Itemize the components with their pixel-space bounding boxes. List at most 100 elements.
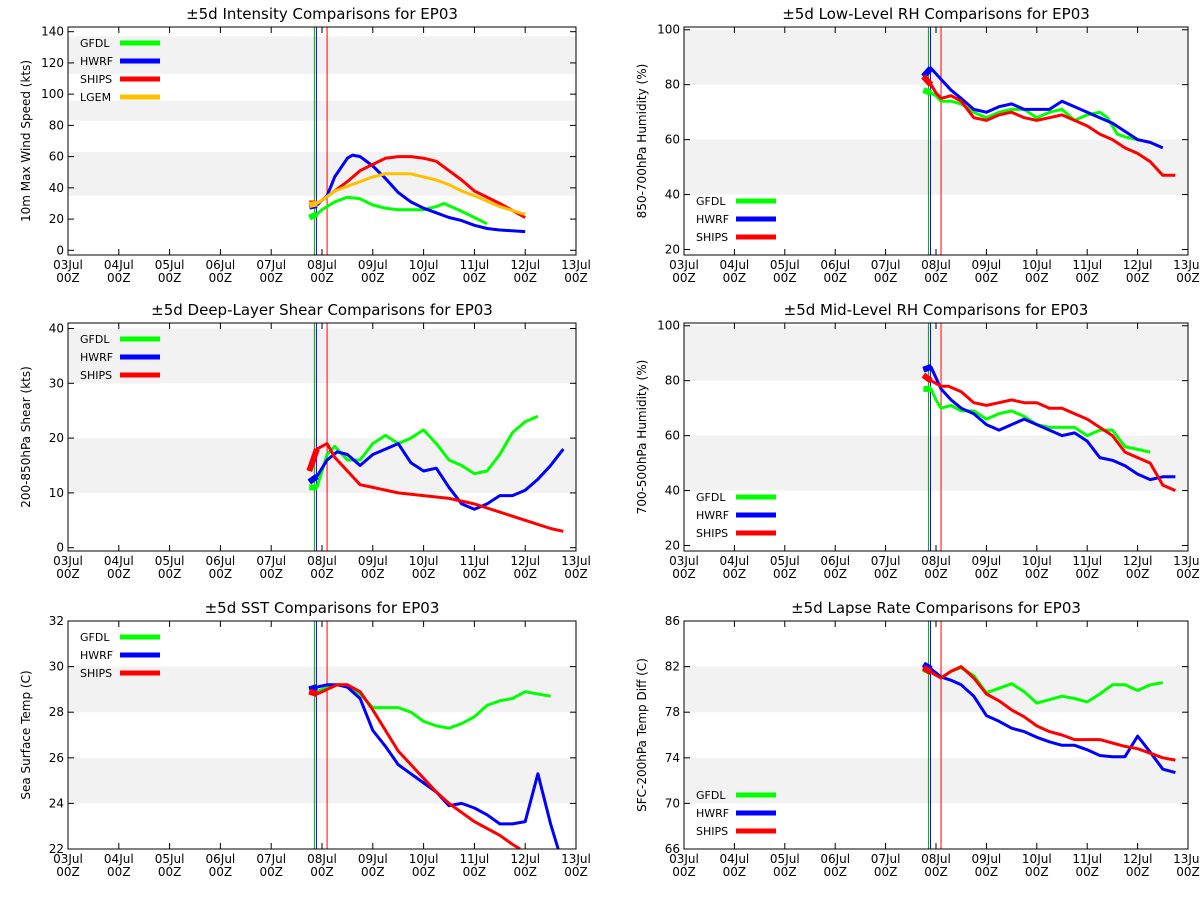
x-tick-label-hour: 00Z <box>259 865 283 879</box>
x-tick-label-hour: 00Z <box>672 865 696 879</box>
series-start-ships <box>921 74 934 87</box>
legend-label-ships: SHIPS <box>80 667 112 680</box>
x-tick-label-day: 13Jul <box>1173 554 1200 568</box>
x-tick-label-day: 11Jul <box>460 852 490 866</box>
y-tick-label: 20 <box>49 212 64 226</box>
x-tick-label-hour: 00Z <box>564 865 588 879</box>
x-tick-label-day: 04Jul <box>104 258 134 272</box>
x-tick-label-day: 06Jul <box>206 554 236 568</box>
y-tick-label: 66 <box>665 842 680 856</box>
legend-label-gfdl: GFDL <box>80 37 110 50</box>
shade-band <box>684 325 1188 381</box>
y-axis-label: Sea Surface Temp (C) <box>19 670 33 799</box>
chart-panel-2: 2040608010003Jul00Z04Jul00Z05Jul00Z06Jul… <box>635 5 1200 285</box>
y-tick-label: 120 <box>41 56 64 70</box>
chart-title: ±5d Mid-Level RH Comparisons for EP03 <box>784 301 1089 319</box>
x-tick-label-hour: 00Z <box>361 271 385 285</box>
chart-panel-4: 2040608010003Jul00Z04Jul00Z05Jul00Z06Jul… <box>635 301 1200 581</box>
x-tick-label-day: 03Jul <box>53 258 83 272</box>
x-tick-label-hour: 00Z <box>672 271 696 285</box>
y-tick-label: 70 <box>665 796 680 810</box>
x-tick-label-hour: 00Z <box>874 865 898 879</box>
x-tick-label-hour: 00Z <box>1025 567 1049 581</box>
x-tick-label-hour: 00Z <box>310 271 334 285</box>
x-tick-label-hour: 00Z <box>412 567 436 581</box>
x-tick-label-hour: 00Z <box>823 567 847 581</box>
y-tick-label: 32 <box>49 614 64 628</box>
x-tick-label-hour: 00Z <box>412 865 436 879</box>
series-start-ships <box>306 448 320 472</box>
y-tick-label: 26 <box>49 751 64 765</box>
y-axis-label: 700-500hPa Humidity (%) <box>635 360 649 515</box>
series-start-lgem <box>308 200 318 208</box>
series-line-hwrf <box>922 365 1176 482</box>
y-tick-label: 60 <box>665 133 680 147</box>
y-tick-label: 80 <box>665 78 680 92</box>
chart-panel-3: 01020304003Jul00Z04Jul00Z05Jul00Z06Jul00… <box>19 301 591 581</box>
chart-title: ±5d Intensity Comparisons for EP03 <box>186 5 458 23</box>
x-tick-label-day: 07Jul <box>871 852 901 866</box>
x-tick-label-hour: 00Z <box>1126 865 1150 879</box>
legend-label-hwrf: HWRF <box>696 807 729 820</box>
legend-label-gfdl: GFDL <box>696 491 726 504</box>
series-line-lgem <box>309 172 526 216</box>
x-tick-label-day: 09Jul <box>972 852 1002 866</box>
x-tick-label-hour: 00Z <box>1126 567 1150 581</box>
chart-title: ±5d Lapse Rate Comparisons for EP03 <box>791 599 1081 617</box>
series-start-ships <box>921 665 933 675</box>
chart-title: ±5d Deep-Layer Shear Comparisons for EP0… <box>151 301 493 319</box>
x-tick-label-hour: 00Z <box>924 865 948 879</box>
x-tick-label-hour: 00Z <box>209 271 233 285</box>
x-tick-label-hour: 00Z <box>259 567 283 581</box>
legend-label-ships: SHIPS <box>80 369 112 382</box>
y-tick-label: 40 <box>665 484 680 498</box>
x-tick-label-day: 12Jul <box>1123 554 1153 568</box>
x-tick-label-hour: 00Z <box>975 567 999 581</box>
shade-band <box>68 757 576 804</box>
x-tick-label-hour: 00Z <box>1075 271 1099 285</box>
series-start-gfdl <box>308 211 319 221</box>
x-tick-label-day: 11Jul <box>1072 852 1102 866</box>
x-tick-label-day: 03Jul <box>669 852 699 866</box>
x-tick-label-hour: 00Z <box>56 865 80 879</box>
x-tick-label-day: 10Jul <box>1022 258 1052 272</box>
legend-label-gfdl: GFDL <box>696 789 726 802</box>
x-tick-label-hour: 00Z <box>361 865 385 879</box>
y-tick-label: 78 <box>665 705 680 719</box>
x-tick-label-day: 03Jul <box>53 852 83 866</box>
x-tick-label-hour: 00Z <box>463 567 487 581</box>
x-tick-label-day: 12Jul <box>1123 258 1153 272</box>
shade-band <box>684 139 1188 195</box>
x-tick-label-day: 03Jul <box>669 258 699 272</box>
x-tick-label-hour: 00Z <box>209 865 233 879</box>
x-tick-label-day: 13Jul <box>1173 852 1200 866</box>
x-tick-label-hour: 00Z <box>564 271 588 285</box>
x-tick-label-day: 06Jul <box>206 258 236 272</box>
legend-label-ships: SHIPS <box>80 73 112 86</box>
y-tick-label: 60 <box>665 429 680 443</box>
y-tick-label: 40 <box>665 188 680 202</box>
series-line-gfdl <box>308 195 488 226</box>
series-line-ships <box>308 683 521 849</box>
x-tick-label-day: 06Jul <box>820 852 850 866</box>
x-tick-label-day: 11Jul <box>460 258 490 272</box>
x-tick-label-hour: 00Z <box>1176 865 1200 879</box>
x-tick-label-day: 06Jul <box>206 852 236 866</box>
x-tick-label-day: 13Jul <box>1173 258 1200 272</box>
chart-panel-1: 02040608010012014003Jul00Z04Jul00Z05Jul0… <box>19 5 591 285</box>
x-tick-label-hour: 00Z <box>463 271 487 285</box>
series-group <box>306 414 565 533</box>
series-line-hwrf <box>308 442 565 511</box>
x-tick-label-hour: 00Z <box>823 865 847 879</box>
x-tick-label-day: 10Jul <box>409 554 439 568</box>
x-tick-label-hour: 00Z <box>513 865 537 879</box>
y-tick-label: 0 <box>56 243 64 257</box>
x-tick-label-day: 05Jul <box>155 258 185 272</box>
series-start-hwrf <box>921 66 934 79</box>
y-tick-label: 24 <box>49 796 64 810</box>
y-tick-label: 28 <box>49 705 64 719</box>
y-tick-label: 40 <box>49 181 64 195</box>
series-line-ships <box>307 442 564 533</box>
series-start-ships <box>921 372 933 384</box>
